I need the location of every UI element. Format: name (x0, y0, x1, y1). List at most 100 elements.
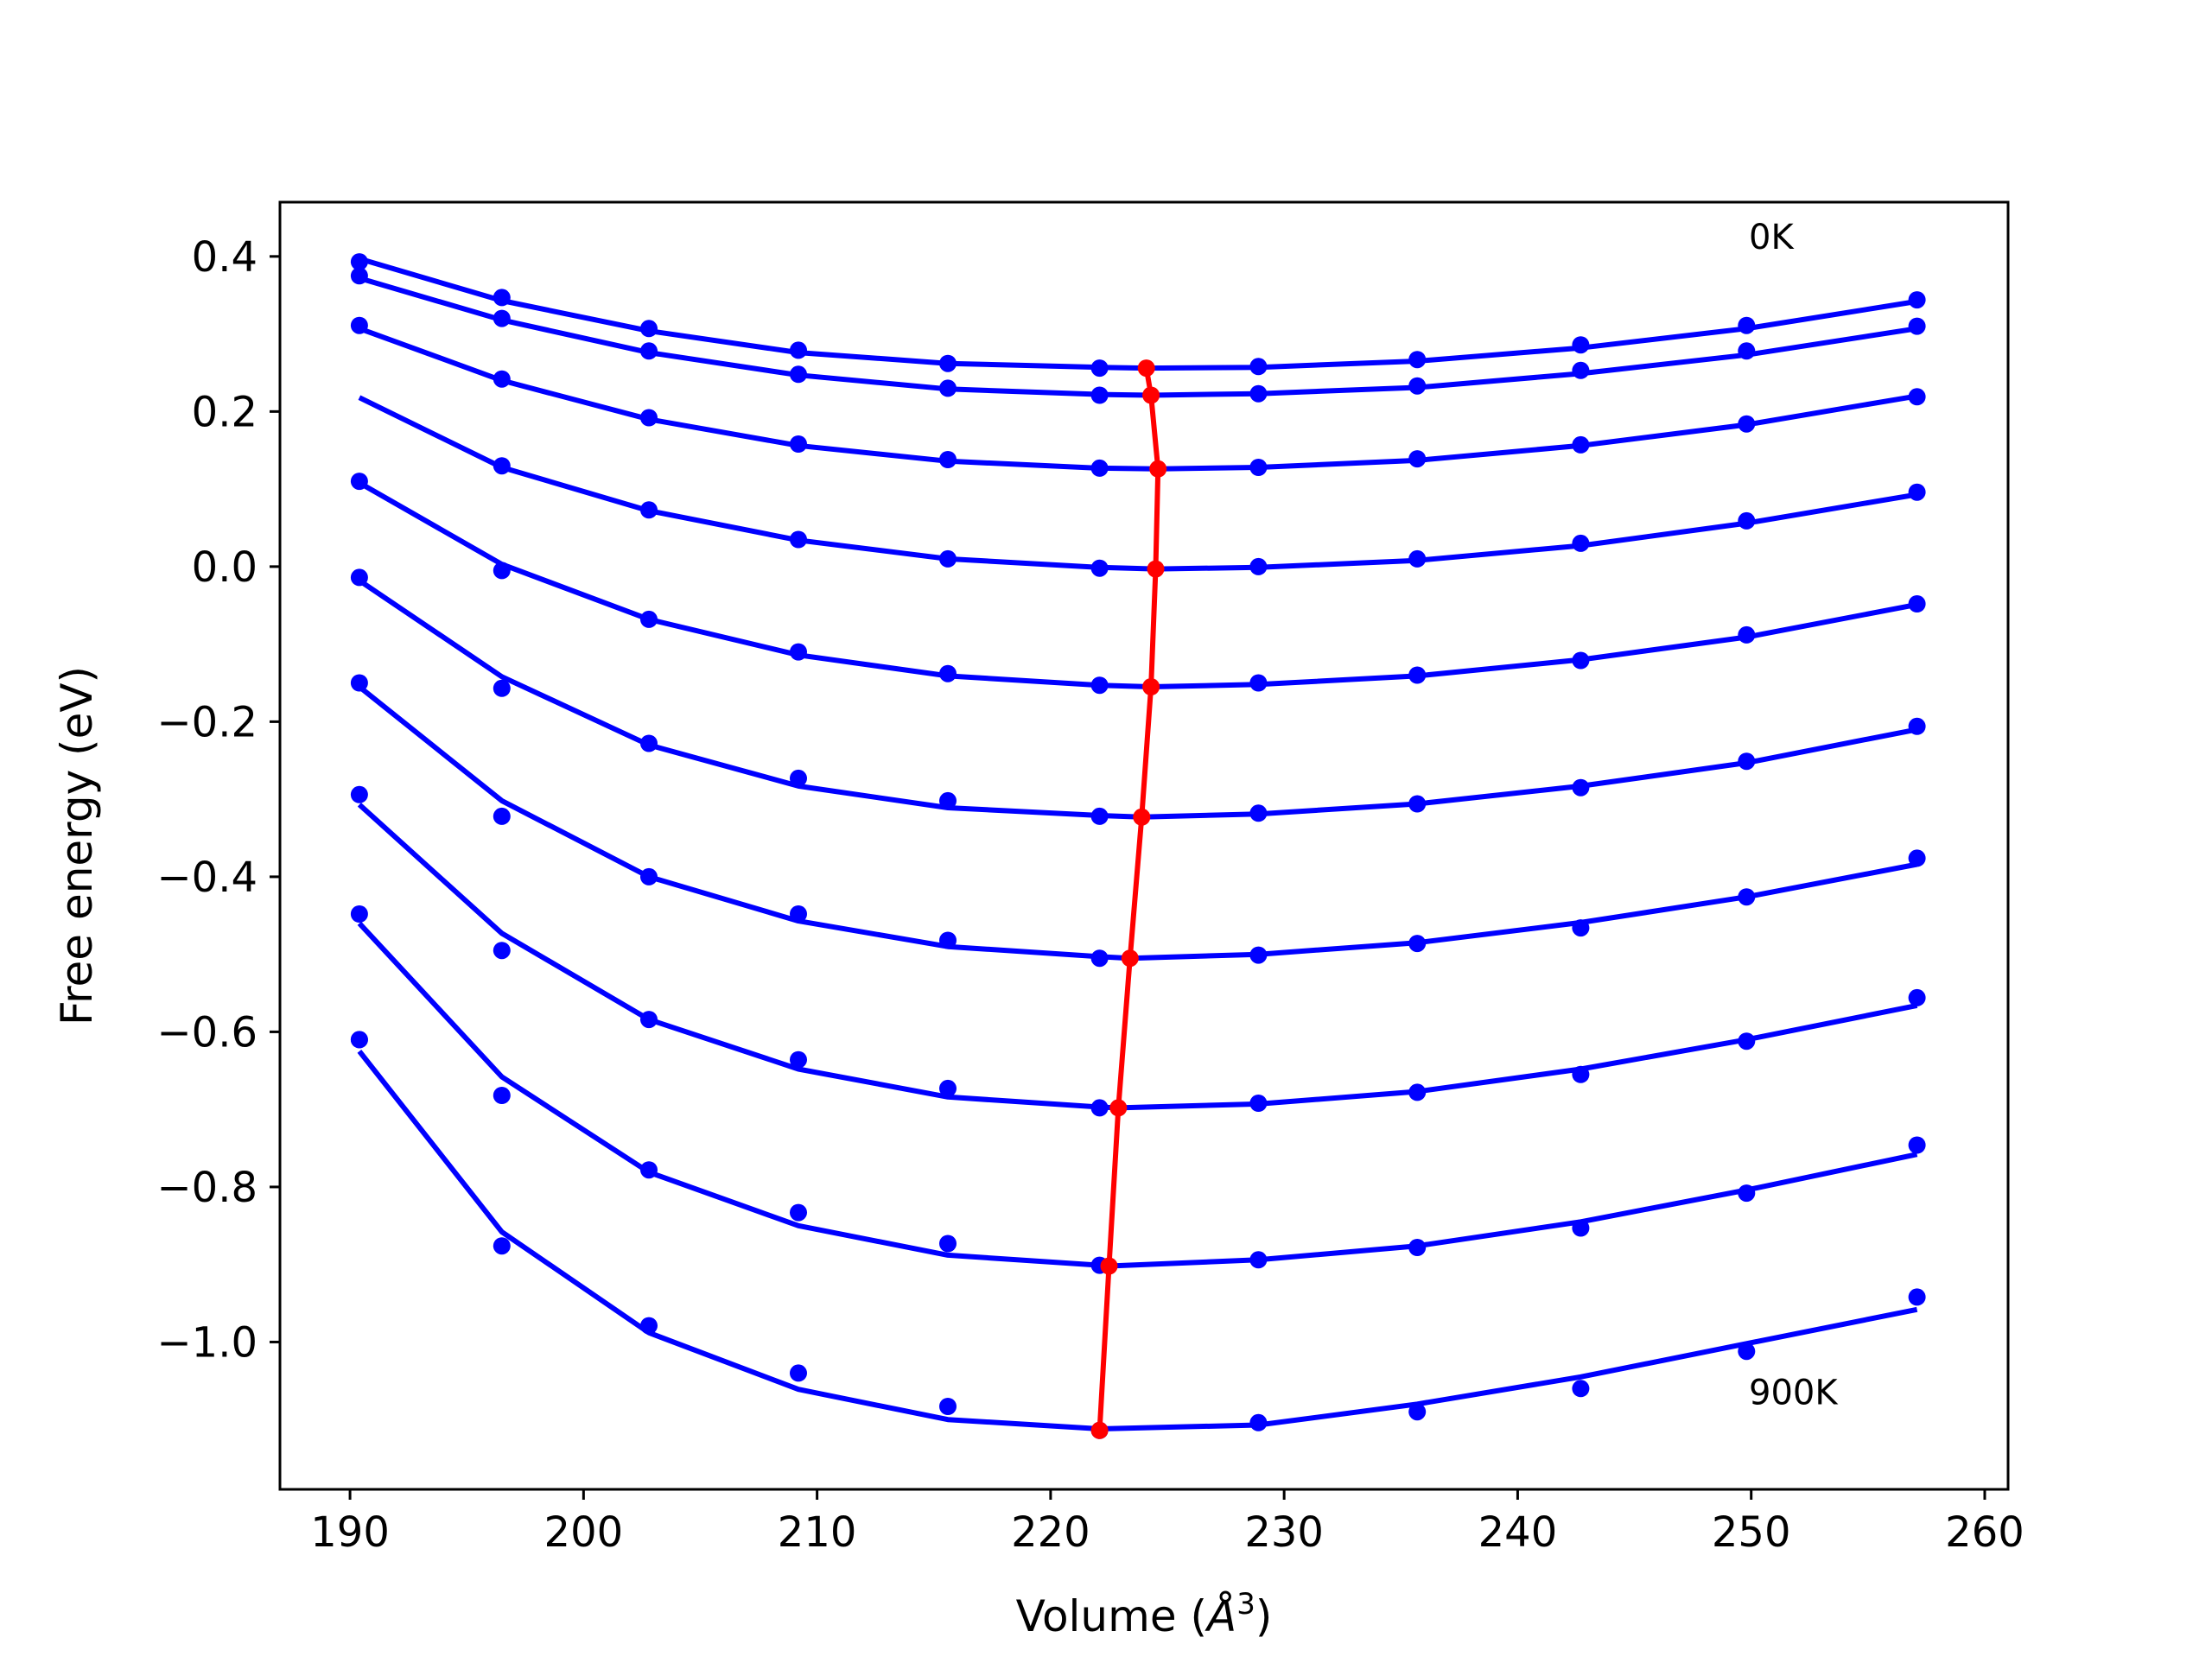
data-point (1738, 316, 1756, 334)
minimum-point (1147, 560, 1165, 578)
minima-path (1090, 359, 1167, 1439)
x-tick-label: 230 (1244, 1508, 1324, 1557)
fit-curve-4 (358, 480, 1918, 689)
data-point (790, 769, 807, 787)
data-point (1090, 559, 1109, 577)
y-tick-label: 0.4 (192, 233, 257, 282)
data-point (350, 905, 368, 923)
data-point (493, 807, 511, 825)
data-point (1572, 435, 1590, 454)
data-point (493, 370, 511, 388)
data-point (493, 1087, 511, 1104)
x-tick-label: 190 (310, 1508, 390, 1557)
annotations: 0K 900K (1749, 218, 1839, 1412)
data-point (1738, 511, 1756, 530)
minimum-point (1121, 949, 1139, 968)
data-point (939, 931, 957, 949)
data-point (939, 1079, 957, 1097)
data-point (1090, 949, 1109, 968)
fit-curve-3 (358, 395, 1918, 572)
data-point (1908, 1288, 1926, 1306)
data-point (939, 1398, 957, 1415)
data-point (493, 942, 511, 960)
data-point (790, 905, 807, 923)
data-point (1908, 291, 1926, 309)
data-point (939, 549, 957, 568)
data-point (1249, 674, 1268, 692)
data-point (790, 341, 807, 359)
data-point (1090, 807, 1109, 825)
data-point (1249, 358, 1268, 376)
data-point (939, 1235, 957, 1253)
data-point (1572, 651, 1590, 670)
y-axis-ticks: 0.4 0.2 0.0 −0.2 −0.4 −0.6 −0.8 −1.0 (156, 233, 280, 1367)
data-point (640, 501, 658, 519)
data-point (1908, 388, 1926, 406)
data-point (790, 1050, 807, 1069)
data-point (1738, 1032, 1756, 1050)
fit-curve-0 (359, 256, 1918, 371)
data-point (1408, 1083, 1427, 1101)
x-tick-label: 210 (778, 1508, 857, 1557)
data-point (350, 1031, 368, 1049)
data-point (1908, 595, 1926, 613)
y-tick-label: −0.8 (156, 1164, 257, 1212)
data-point (1908, 988, 1926, 1006)
data-point (640, 610, 658, 628)
y-tick-label: 0.0 (192, 543, 257, 592)
minimum-point (1100, 1257, 1118, 1275)
y-axis-label: Free energy (eV) (52, 666, 102, 1025)
data-point (790, 1364, 807, 1382)
fit-curve-6 (358, 684, 1918, 962)
data-point (493, 1237, 511, 1255)
y-tick-label: −0.4 (156, 854, 257, 902)
data-point (640, 1011, 658, 1029)
data-point (640, 342, 658, 360)
data-point (790, 365, 807, 384)
data-point (1090, 386, 1109, 404)
x-tick-label: 220 (1011, 1508, 1090, 1557)
data-point (1408, 1239, 1427, 1256)
data-point (1572, 1380, 1590, 1398)
data-point (640, 320, 658, 338)
data-point (1249, 946, 1268, 964)
minimum-point (1149, 460, 1167, 478)
data-point (350, 316, 368, 334)
data-point (493, 289, 511, 307)
data-point (790, 530, 807, 549)
data-point (1908, 317, 1926, 335)
data-point (1090, 1099, 1109, 1117)
minimum-point (1142, 386, 1160, 404)
data-point (1572, 1065, 1590, 1083)
x-axis-label: Volume (Å3) (1016, 1587, 1273, 1641)
data-point (1090, 676, 1109, 695)
data-point (939, 791, 957, 809)
x-tick-label: 250 (1712, 1508, 1791, 1557)
fit-curve-7 (357, 803, 1918, 1111)
data-point (1908, 849, 1926, 867)
data-point (1408, 666, 1427, 684)
data-point (1249, 384, 1268, 403)
curve-annotation: 900K (1749, 1373, 1839, 1412)
data-points (350, 253, 1926, 1439)
data-point (1408, 377, 1427, 395)
data-point (1249, 804, 1268, 822)
x-axis-ticks: 190 200 210 220 230 240 250 260 (310, 1489, 2024, 1557)
x-tick-label: 240 (1478, 1508, 1558, 1557)
data-point (1408, 549, 1427, 568)
y-tick-label: 0.2 (192, 388, 257, 436)
data-point (640, 734, 658, 752)
data-point (350, 253, 368, 271)
data-point (939, 379, 957, 397)
minimum-point (1142, 678, 1160, 695)
data-point (493, 309, 511, 327)
data-point (939, 451, 957, 468)
data-point (1408, 935, 1427, 953)
x-tick-label: 200 (544, 1508, 624, 1557)
data-point (350, 568, 368, 587)
data-point (1090, 459, 1109, 477)
data-point (1738, 1184, 1756, 1203)
data-point (1249, 557, 1268, 575)
data-point (1738, 888, 1756, 906)
